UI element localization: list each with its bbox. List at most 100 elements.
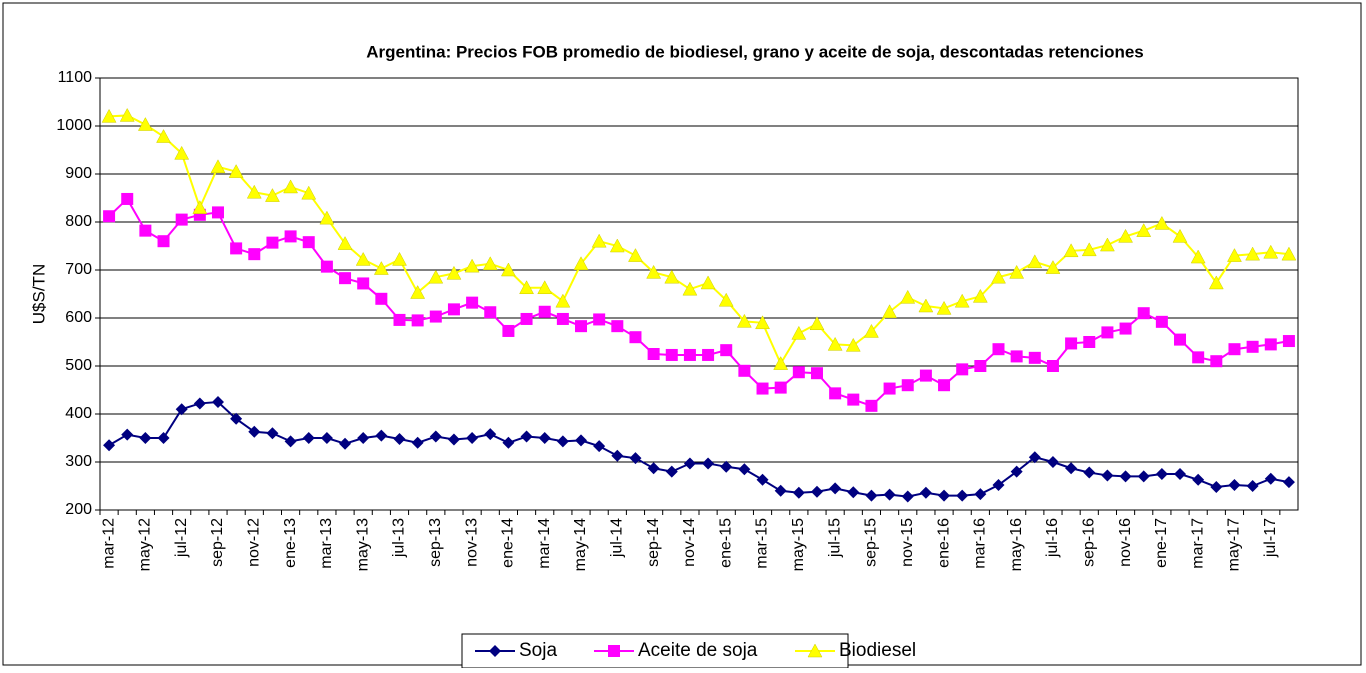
y-tick-label: 700 <box>65 261 92 278</box>
data-point <box>1045 260 1061 274</box>
data-point <box>555 293 571 308</box>
x-tick-label: sep-14 <box>645 518 662 567</box>
data-point <box>375 429 388 442</box>
data-point <box>720 460 733 473</box>
data-point <box>500 262 516 277</box>
y-tick-label: 800 <box>65 213 92 230</box>
data-point <box>847 393 860 406</box>
x-tick-label: mar-15 <box>754 518 771 569</box>
data-point <box>246 184 262 199</box>
data-point <box>320 432 333 444</box>
data-point <box>575 434 588 447</box>
data-point <box>1174 333 1187 346</box>
x-tick-label: sep-16 <box>1080 518 1097 567</box>
data-point <box>1137 470 1150 483</box>
y-tick-label: 200 <box>65 501 92 518</box>
data-point <box>938 489 951 502</box>
x-tick-label: jul-13 <box>391 518 408 558</box>
data-point <box>755 315 770 330</box>
data-point <box>901 379 914 392</box>
data-point <box>1228 343 1241 356</box>
data-point <box>629 452 642 465</box>
x-tick-label: ene-14 <box>500 518 517 568</box>
data-point <box>1264 338 1277 351</box>
data-point <box>1192 473 1205 486</box>
data-point <box>283 179 299 194</box>
data-point <box>882 304 898 319</box>
data-point <box>429 310 442 323</box>
data-point <box>301 185 317 200</box>
data-point <box>1172 228 1188 243</box>
data-point <box>1190 249 1206 264</box>
data-point <box>1028 451 1041 464</box>
data-point <box>484 428 497 441</box>
data-point <box>938 379 951 392</box>
data-point <box>228 164 244 178</box>
data-point <box>756 382 769 395</box>
data-point <box>464 258 480 273</box>
data-point <box>974 360 987 372</box>
legend-label: Biodiesel <box>839 640 916 661</box>
data-point <box>230 412 243 425</box>
data-point <box>1009 264 1025 279</box>
x-tick-label: sep-13 <box>427 518 444 567</box>
data-point <box>665 465 678 478</box>
x-tick-label: may-17 <box>1226 518 1243 571</box>
data-point <box>410 285 426 299</box>
data-point <box>339 272 352 285</box>
data-point <box>355 251 371 266</box>
data-point <box>883 488 896 501</box>
data-point <box>807 643 823 658</box>
data-point <box>373 261 389 275</box>
y-axis-label: U$S/TN <box>29 264 48 324</box>
data-point <box>302 432 315 444</box>
data-point <box>1046 456 1059 468</box>
x-tick-label: jul-12 <box>173 518 190 558</box>
data-point <box>284 230 297 243</box>
data-point <box>482 256 498 271</box>
x-tick-label: mar-12 <box>100 518 117 569</box>
data-point <box>738 364 751 377</box>
data-point <box>608 645 620 657</box>
data-point <box>809 316 825 331</box>
data-point <box>1027 254 1043 269</box>
data-point <box>139 224 152 237</box>
data-point <box>810 485 823 498</box>
x-tick-label: jul-17 <box>1262 518 1279 558</box>
data-point <box>1099 237 1115 252</box>
x-tick-label: mar-13 <box>318 518 335 569</box>
data-point <box>174 145 190 160</box>
legend-box <box>461 633 849 669</box>
data-point <box>1119 470 1132 483</box>
data-point <box>392 251 407 266</box>
data-point <box>1101 326 1114 339</box>
data-point <box>320 260 333 273</box>
data-point <box>1282 476 1295 489</box>
data-point <box>156 129 171 143</box>
data-point <box>936 300 952 315</box>
chart-title: Argentina: Precios FOB promedio de biodi… <box>366 42 1144 61</box>
data-point <box>847 486 860 499</box>
data-point <box>810 367 823 380</box>
data-point <box>1263 244 1279 259</box>
data-point <box>175 403 188 416</box>
x-tick-label: may-15 <box>790 518 807 571</box>
data-point <box>139 432 152 444</box>
x-tick-label: may-13 <box>354 518 371 571</box>
x-tick-label: nov-15 <box>899 518 916 567</box>
x-tick-label: sep-12 <box>209 518 226 567</box>
data-point <box>137 117 153 131</box>
data-point <box>573 256 589 271</box>
data-point <box>319 210 335 225</box>
x-tick-label: nov-12 <box>246 518 263 567</box>
data-point <box>956 363 969 376</box>
data-point <box>1155 315 1168 328</box>
data-point <box>520 430 533 443</box>
data-point <box>210 159 226 174</box>
data-point <box>248 425 261 438</box>
data-point <box>756 473 769 486</box>
data-point <box>538 432 551 444</box>
data-point <box>211 206 224 219</box>
data-point <box>556 435 569 448</box>
data-point <box>718 292 734 307</box>
